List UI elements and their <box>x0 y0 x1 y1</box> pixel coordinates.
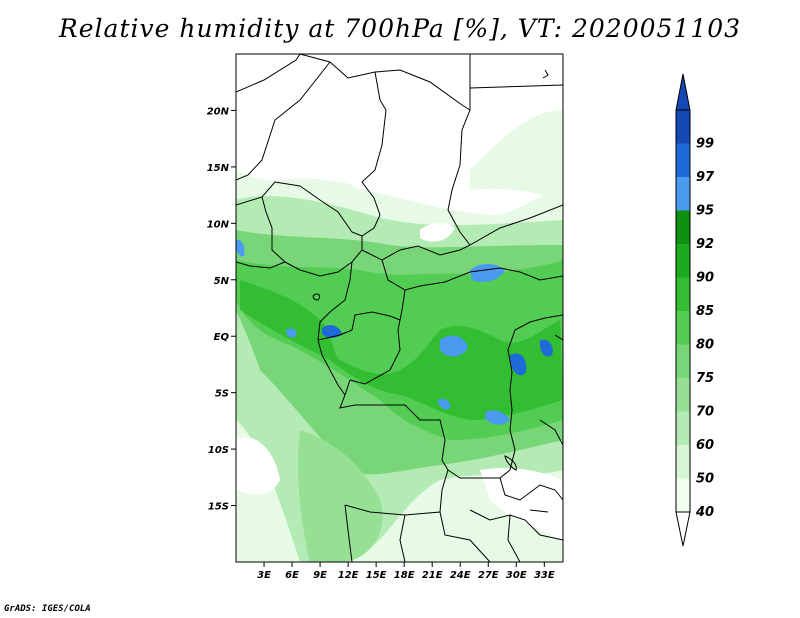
map-title: Relative humidity at 700hPa [%], VT: 202… <box>58 14 742 43</box>
lat-tick-label: 20N <box>207 106 230 117</box>
lon-tick-label: 33E <box>534 570 555 581</box>
colorbar-level-label: 85 <box>696 304 714 319</box>
colorbar-level-label: 99 <box>696 137 714 152</box>
lon-tick-label: 15E <box>366 570 387 581</box>
colorbar-level-label: 70 <box>696 405 714 420</box>
colorbar-level-label: 60 <box>696 438 714 453</box>
lat-tick-label: 5N <box>214 276 230 287</box>
colorbar-bin <box>676 244 690 278</box>
lon-tick-label: 30E <box>506 570 527 581</box>
colorbar-legend: 40 50 60 70 75 80 85 90 92 95 97 99 <box>675 73 715 547</box>
colorbar-bin <box>676 177 690 211</box>
colorbar-bin <box>676 411 690 445</box>
colorbar-bin <box>676 378 690 412</box>
lat-tick-label: EQ <box>214 332 230 343</box>
colorbar-level-label: 50 <box>696 472 714 487</box>
map-axes: 3E 6E 9E 12E 15E 18E 21E 24E 27E 30E 33E 20N 15N 10N 5… <box>207 106 555 581</box>
lon-tick-label: 3E <box>257 570 271 581</box>
colorbar-high-tip <box>675 73 691 111</box>
lon-tick-label: 12E <box>338 570 359 581</box>
lat-tick-label: 5S <box>215 389 229 400</box>
colorbar-level-label: 80 <box>696 338 714 353</box>
colorbar-bin <box>676 478 690 512</box>
colorbar-bin <box>676 110 690 144</box>
grads-credit: GrADS: IGES/COLA <box>4 604 91 614</box>
plot-frame <box>235 53 564 563</box>
lon-tick-label: 21E <box>422 570 443 581</box>
colorbar-level-label: 75 <box>696 371 714 386</box>
coastline <box>236 69 549 513</box>
lat-tick-label: 15N <box>207 163 230 174</box>
colorbar-bin <box>676 445 690 479</box>
lat-tick-label: 10S <box>208 445 229 456</box>
lat-tick-label: 10N <box>207 219 230 230</box>
colorbar-low-tip <box>675 511 691 547</box>
colorbar-level-label: 90 <box>696 271 714 286</box>
colorbar-bin <box>676 277 690 311</box>
colorbar-level-label: 92 <box>696 237 714 252</box>
colorbar-outline <box>675 109 691 513</box>
lon-tick-label: 6E <box>285 570 299 581</box>
lon-tick-label: 18E <box>394 570 415 581</box>
country-borders <box>236 54 563 562</box>
lat-tick-label: 15S <box>208 502 229 513</box>
colorbar-level-label: 95 <box>696 204 714 219</box>
colorbar-bin <box>676 143 690 177</box>
colorbar-level-label: 97 <box>696 170 715 185</box>
lon-tick-label: 27E <box>478 570 499 581</box>
colorbar-bin <box>676 344 690 378</box>
lon-tick-label: 9E <box>313 570 327 581</box>
colorbar-bin <box>676 210 690 244</box>
lon-tick-label: 24E <box>450 570 471 581</box>
colorbar-bin <box>676 311 690 345</box>
humidity-field <box>236 54 563 562</box>
colorbar-level-label: 40 <box>695 505 714 520</box>
